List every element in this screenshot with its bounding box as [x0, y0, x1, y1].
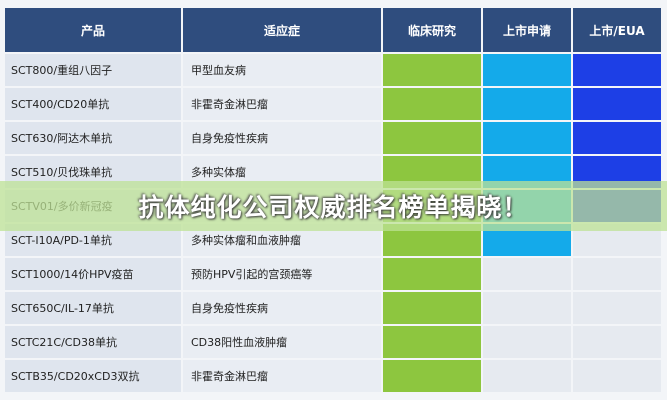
phase-cell: [573, 360, 661, 392]
phase-cell: [483, 88, 571, 120]
indication-cell: 预防HPV引起的宫颈癌等: [183, 258, 381, 290]
phase-cell: [383, 360, 481, 392]
indication-cell: 非霍奇金淋巴瘤: [183, 88, 381, 120]
product-cell: SCTB35/CD20xCD3双抗: [5, 360, 181, 392]
table-row: SCT630/阿达木单抗 自身免疫性疾病: [5, 122, 663, 154]
table-row: SCT400/CD20单抗 非霍奇金淋巴瘤: [5, 88, 663, 120]
header-cell: 临床研究: [383, 8, 481, 52]
table-row: SCT1000/14价HPV疫苗 预防HPV引起的宫颈癌等: [5, 258, 663, 290]
phase-cell: [483, 292, 571, 324]
phase-cell: [573, 292, 661, 324]
phase-cell: [383, 88, 481, 120]
header-cell: 上市/EUA: [573, 8, 661, 52]
header-cell: 产品: [5, 8, 181, 52]
phase-cell: [383, 258, 481, 290]
header-cell: 适应症: [183, 8, 381, 52]
phase-cell: [483, 122, 571, 154]
phase-cell: [573, 54, 661, 86]
phase-cell: [483, 360, 571, 392]
indication-cell: 非霍奇金淋巴瘤: [183, 360, 381, 392]
phase-cell: [483, 54, 571, 86]
banner: 抗体纯化公司权威排名榜单揭晓！: [0, 181, 667, 231]
phase-cell: [383, 122, 481, 154]
product-cell: SCT630/阿达木单抗: [5, 122, 181, 154]
table-row: SCT650C/IL-17单抗 自身免疫性疾病: [5, 292, 663, 324]
indication-cell: 自身免疫性疾病: [183, 122, 381, 154]
phase-cell: [483, 326, 571, 358]
phase-cell: [383, 292, 481, 324]
phase-cell: [383, 326, 481, 358]
phase-cell: [573, 258, 661, 290]
product-cell: SCTC21C/CD38单抗: [5, 326, 181, 358]
banner-text: 抗体纯化公司权威排名榜单揭晓！: [138, 193, 529, 222]
indication-cell: 自身免疫性疾病: [183, 292, 381, 324]
phase-cell: [483, 258, 571, 290]
product-cell: SCT800/重组八因子: [5, 54, 181, 86]
table-row: SCT800/重组八因子 甲型血友病: [5, 54, 663, 86]
phase-cell: [573, 122, 661, 154]
header-cell: 上市申请: [483, 8, 571, 52]
product-cell: SCT650C/IL-17单抗: [5, 292, 181, 324]
phase-cell: [383, 54, 481, 86]
indication-cell: CD38阳性血液肿瘤: [183, 326, 381, 358]
product-cell: SCT1000/14价HPV疫苗: [5, 258, 181, 290]
table-row: SCTB35/CD20xCD3双抗 非霍奇金淋巴瘤: [5, 360, 663, 392]
phase-cell: [573, 88, 661, 120]
product-cell: SCT400/CD20单抗: [5, 88, 181, 120]
header-row: 产品 适应症 临床研究 上市申请 上市/EUA: [5, 8, 663, 52]
table-row: SCTC21C/CD38单抗 CD38阳性血液肿瘤: [5, 326, 663, 358]
indication-cell: 甲型血友病: [183, 54, 381, 86]
phase-cell: [573, 326, 661, 358]
